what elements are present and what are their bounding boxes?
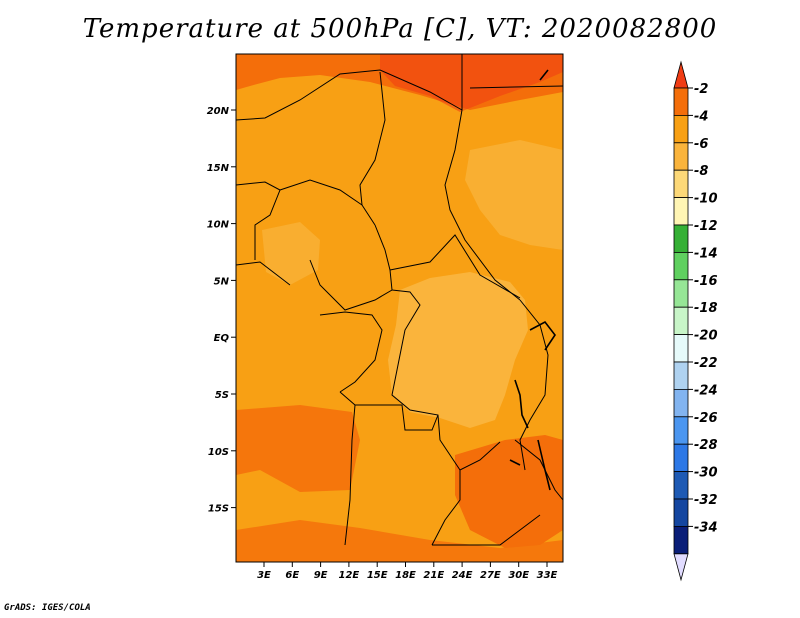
colorbar-label: -30 <box>694 466 718 481</box>
lat-label: 10S <box>208 447 229 458</box>
lat-label: 15N <box>207 163 230 174</box>
lon-label: 27E <box>480 570 501 581</box>
lon-label: 30E <box>508 570 529 581</box>
colorbar-swatch <box>673 526 689 555</box>
lon-label: 3E <box>257 570 271 581</box>
colorbar-swatch <box>673 115 689 144</box>
lon-label: 6E <box>285 570 299 581</box>
lat-label: 5N <box>214 276 230 287</box>
colorbar-label: -10 <box>694 192 718 207</box>
lat-label: 10N <box>207 220 230 231</box>
colorbar-label: -22 <box>694 356 718 371</box>
map-title: Temperature at 500hPa [C], VT: 202008280… <box>82 14 718 44</box>
colorbar-label: -24 <box>694 383 718 398</box>
temperature-field <box>236 54 563 562</box>
colorbar-label: -18 <box>694 301 718 316</box>
lon-label: 15E <box>367 570 388 581</box>
colorbar-swatch <box>673 306 689 336</box>
colorbar-swatch <box>673 388 689 418</box>
colorbar-swatch <box>673 251 689 281</box>
colorbar-label: -34 <box>694 520 718 535</box>
cool-core-central <box>388 272 528 428</box>
colorbar-swatch <box>673 142 689 171</box>
cool-patch-west <box>262 222 320 285</box>
colorbar-swatch <box>673 279 689 308</box>
hot-band-north <box>380 54 563 112</box>
latitude-axis: 20N 15N 10N 5N EQ 5S 10S 15S <box>207 106 236 515</box>
colorbar-label: -14 <box>694 246 718 261</box>
colorbar-legend: -2 -4 -6 -8 -10 -12 -14 -16 -18 -20 -22 -24 -26 -28 -3… <box>673 60 718 582</box>
lon-label: 9E <box>314 570 328 581</box>
colorbar-label: -28 <box>694 438 718 453</box>
warm-region-south <box>236 520 563 562</box>
colorbar-swatch <box>673 224 689 253</box>
lon-label: 24E <box>452 570 473 581</box>
cool-patch-east <box>465 140 563 250</box>
colorbar-label: -8 <box>694 164 708 179</box>
colorbar-swatch <box>673 471 689 500</box>
lat-label: EQ <box>214 333 230 344</box>
lon-label: 18E <box>395 570 416 581</box>
lat-label: 5S <box>215 390 229 401</box>
colorbar-label: -32 <box>694 493 718 508</box>
colorbar-label: -4 <box>694 109 708 124</box>
map-frame <box>235 53 564 563</box>
lon-label: 33E <box>537 570 558 581</box>
colorbar-label: -16 <box>694 274 718 289</box>
colorbar-label: -26 <box>694 411 718 426</box>
colorbar-label: -12 <box>694 219 718 234</box>
colorbar-swatch <box>673 169 689 198</box>
lon-label: 12E <box>339 570 360 581</box>
colorbar-swatch <box>673 334 689 363</box>
lat-label: 20N <box>207 106 230 117</box>
grads-credit: GrADS: IGES/COLA <box>4 603 91 613</box>
country-borders <box>236 54 563 546</box>
lon-label: 21E <box>423 570 444 581</box>
colorbar-label: -20 <box>694 329 718 344</box>
colorbar-swatch <box>673 87 689 116</box>
longitude-axis: 3E 6E 9E 12E 15E 18E 21E 24E 27E 30E 33E <box>257 562 558 581</box>
colorbar-swatch <box>673 416 689 445</box>
colorbar-swatch <box>673 553 689 582</box>
colorbar-swatch <box>673 361 689 390</box>
warm-region-southwest <box>236 405 360 492</box>
colorbar-label: -6 <box>694 137 708 152</box>
colorbar-swatch <box>673 443 689 473</box>
lat-label: 15S <box>208 504 229 515</box>
colorbar-swatch <box>673 60 689 89</box>
lakes <box>509 69 556 491</box>
colorbar-label: -2 <box>694 82 708 97</box>
colorbar-swatch <box>673 498 689 527</box>
colorbar-swatch <box>673 197 689 226</box>
warm-region-southeast <box>455 435 563 548</box>
